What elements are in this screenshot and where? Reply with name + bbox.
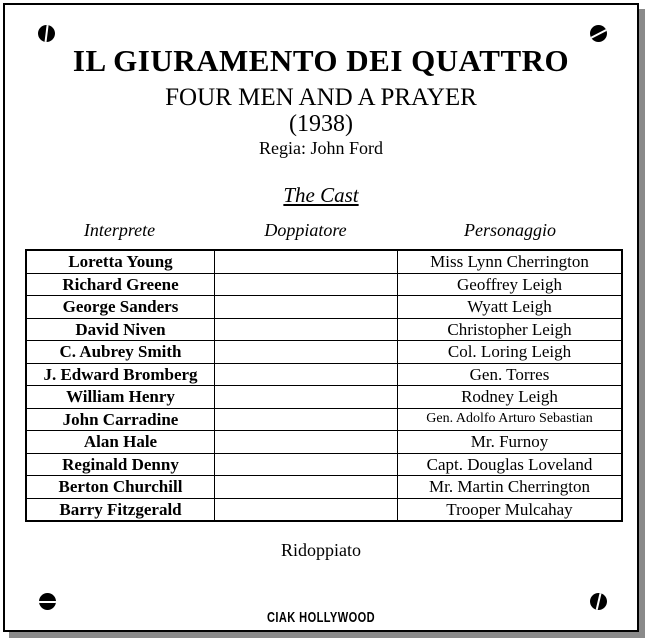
actor-cell: David Niven bbox=[27, 318, 215, 340]
character-cell: Geoffrey Leigh bbox=[457, 274, 562, 294]
cast-row: Berton Churchill Mr. Martin Cherrington bbox=[27, 476, 621, 499]
voice-cell bbox=[215, 341, 398, 363]
voice-cell bbox=[215, 386, 398, 408]
voice-cell bbox=[215, 296, 398, 318]
italian-title: IL GIURAMENTO DEI QUATTRO bbox=[72, 43, 570, 78]
actor-cell: George Sanders bbox=[27, 296, 215, 318]
actor-cell: Reginald Denny bbox=[27, 453, 215, 475]
voice-cell bbox=[215, 251, 398, 273]
column-header-doppiatore: Doppiatore bbox=[264, 220, 347, 240]
character-cell: Mr. Furnoy bbox=[470, 432, 549, 452]
character-cell: Capt. Douglas Loveland bbox=[426, 454, 593, 474]
voice-cell bbox=[215, 476, 398, 498]
voice-cell bbox=[215, 318, 398, 340]
column-header-interprete: Interprete bbox=[83, 220, 156, 240]
cast-row: George Sanders Wyatt Leigh bbox=[27, 296, 621, 319]
character-cell: Wyatt Leigh bbox=[467, 297, 552, 317]
column-header-personaggio: Personaggio bbox=[464, 220, 556, 240]
screw-slot bbox=[595, 593, 602, 610]
character-cell: Gen. Adolfo Arturo Sebastian bbox=[426, 411, 593, 427]
cast-table: Loretta Young Miss Lynn Cherrington Richar… bbox=[25, 249, 623, 522]
voice-cell bbox=[215, 498, 398, 520]
screw-slot bbox=[44, 25, 49, 42]
voice-cell bbox=[215, 363, 398, 385]
actor-cell: William Henry bbox=[27, 386, 215, 408]
cast-row: David Niven Christopher Leigh bbox=[27, 318, 621, 341]
voice-cell bbox=[215, 453, 398, 475]
actor-cell: Loretta Young bbox=[27, 251, 215, 273]
cast-row: Reginald Denny Capt. Douglas Loveland bbox=[27, 453, 621, 476]
actor-cell: Alan Hale bbox=[27, 431, 215, 453]
cast-row: J. Edward Bromberg Gen. Torres bbox=[27, 363, 621, 386]
character-cell: Gen. Torres bbox=[469, 364, 550, 384]
voice-cell bbox=[215, 273, 398, 295]
cast-row: William Henry Rodney Leigh bbox=[27, 386, 621, 409]
screw-icon bbox=[590, 593, 607, 610]
original-title: FOUR MEN AND A PRAYER bbox=[165, 84, 477, 111]
film-card-page: IL GIURAMENTO DEI QUATTRO FOUR MEN AND A… bbox=[3, 3, 639, 632]
cast-section-heading: The Cast bbox=[283, 183, 359, 207]
actor-cell: Berton Churchill bbox=[27, 476, 215, 498]
ciak-hollywood-logo: CIAK HOLLYWOOD bbox=[266, 608, 376, 626]
character-cell: Miss Lynn Cherrington bbox=[430, 252, 589, 272]
cast-row: John Carradine Gen. Adolfo Arturo Sebasti… bbox=[27, 408, 621, 431]
screw-icon bbox=[590, 25, 607, 42]
actor-cell: C. Aubrey Smith bbox=[27, 341, 215, 363]
actor-cell: Barry Fitzgerald bbox=[27, 498, 215, 520]
cast-row: Loretta Young Miss Lynn Cherrington bbox=[27, 251, 621, 274]
cast-column-headers: Interprete Doppiatore Personaggio bbox=[25, 220, 623, 241]
character-cell: Rodney Leigh bbox=[461, 387, 558, 407]
character-cell: Col. Loring Leigh bbox=[447, 342, 572, 362]
actor-cell: J. Edward Bromberg bbox=[27, 363, 215, 385]
cast-row: Alan Hale Mr. Furnoy bbox=[27, 431, 621, 454]
screw-icon bbox=[39, 593, 56, 610]
screw-slot bbox=[590, 27, 607, 40]
release-year: (1938) bbox=[289, 111, 353, 137]
actor-cell: John Carradine bbox=[27, 408, 215, 430]
cast-row: C. Aubrey Smith Col. Loring Leigh bbox=[27, 341, 621, 364]
screw-icon bbox=[38, 25, 55, 42]
voice-cell bbox=[215, 431, 398, 453]
screw-slot bbox=[39, 600, 56, 603]
character-cell: Mr. Martin Cherrington bbox=[428, 477, 590, 497]
actor-cell: Richard Greene bbox=[27, 273, 215, 295]
redub-note: Ridoppiato bbox=[281, 540, 361, 560]
cast-row: Richard Greene Geoffrey Leigh bbox=[27, 273, 621, 296]
director-line: Regia: John Ford bbox=[259, 138, 383, 158]
voice-cell bbox=[215, 408, 398, 430]
character-cell: Trooper Mulcahay bbox=[446, 499, 573, 519]
character-cell: Christopher Leigh bbox=[447, 319, 572, 339]
cast-row: Barry Fitzgerald Trooper Mulcahay bbox=[27, 498, 621, 520]
